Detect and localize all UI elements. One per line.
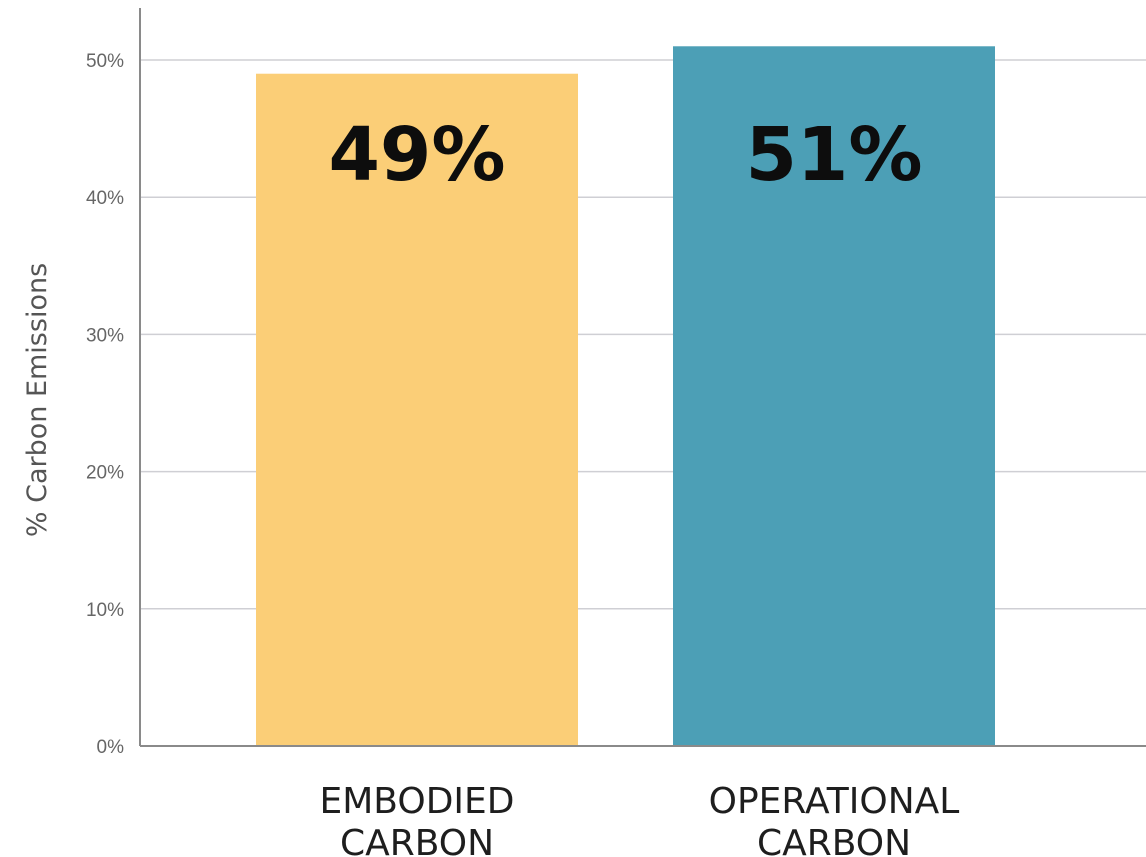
y-tick-label: 10% [86,600,124,621]
bar-value-label: 49% [328,112,505,198]
y-tick-label: 50% [86,51,124,72]
y-tick-label: 20% [86,463,124,484]
category-label: CARBON [340,823,494,857]
data-labels: 49% 51% [328,112,922,198]
y-tick-labels: 0% 10% 20% 30% 40% 50% [86,51,124,758]
y-tick-label: 0% [97,737,125,758]
bar-value-label: 51% [745,112,922,198]
bar [256,73,578,747]
category-label: EMBODIED [319,781,514,822]
y-tick-label: 40% [86,188,124,209]
y-tick-label: 30% [86,325,124,346]
category-label: CARBON [757,823,911,857]
axes [139,8,1146,747]
bar [673,46,995,746]
bars [256,46,995,747]
category-label: OPERATIONAL [709,781,960,822]
y-axis-label: % Carbon Emissions [22,263,53,537]
